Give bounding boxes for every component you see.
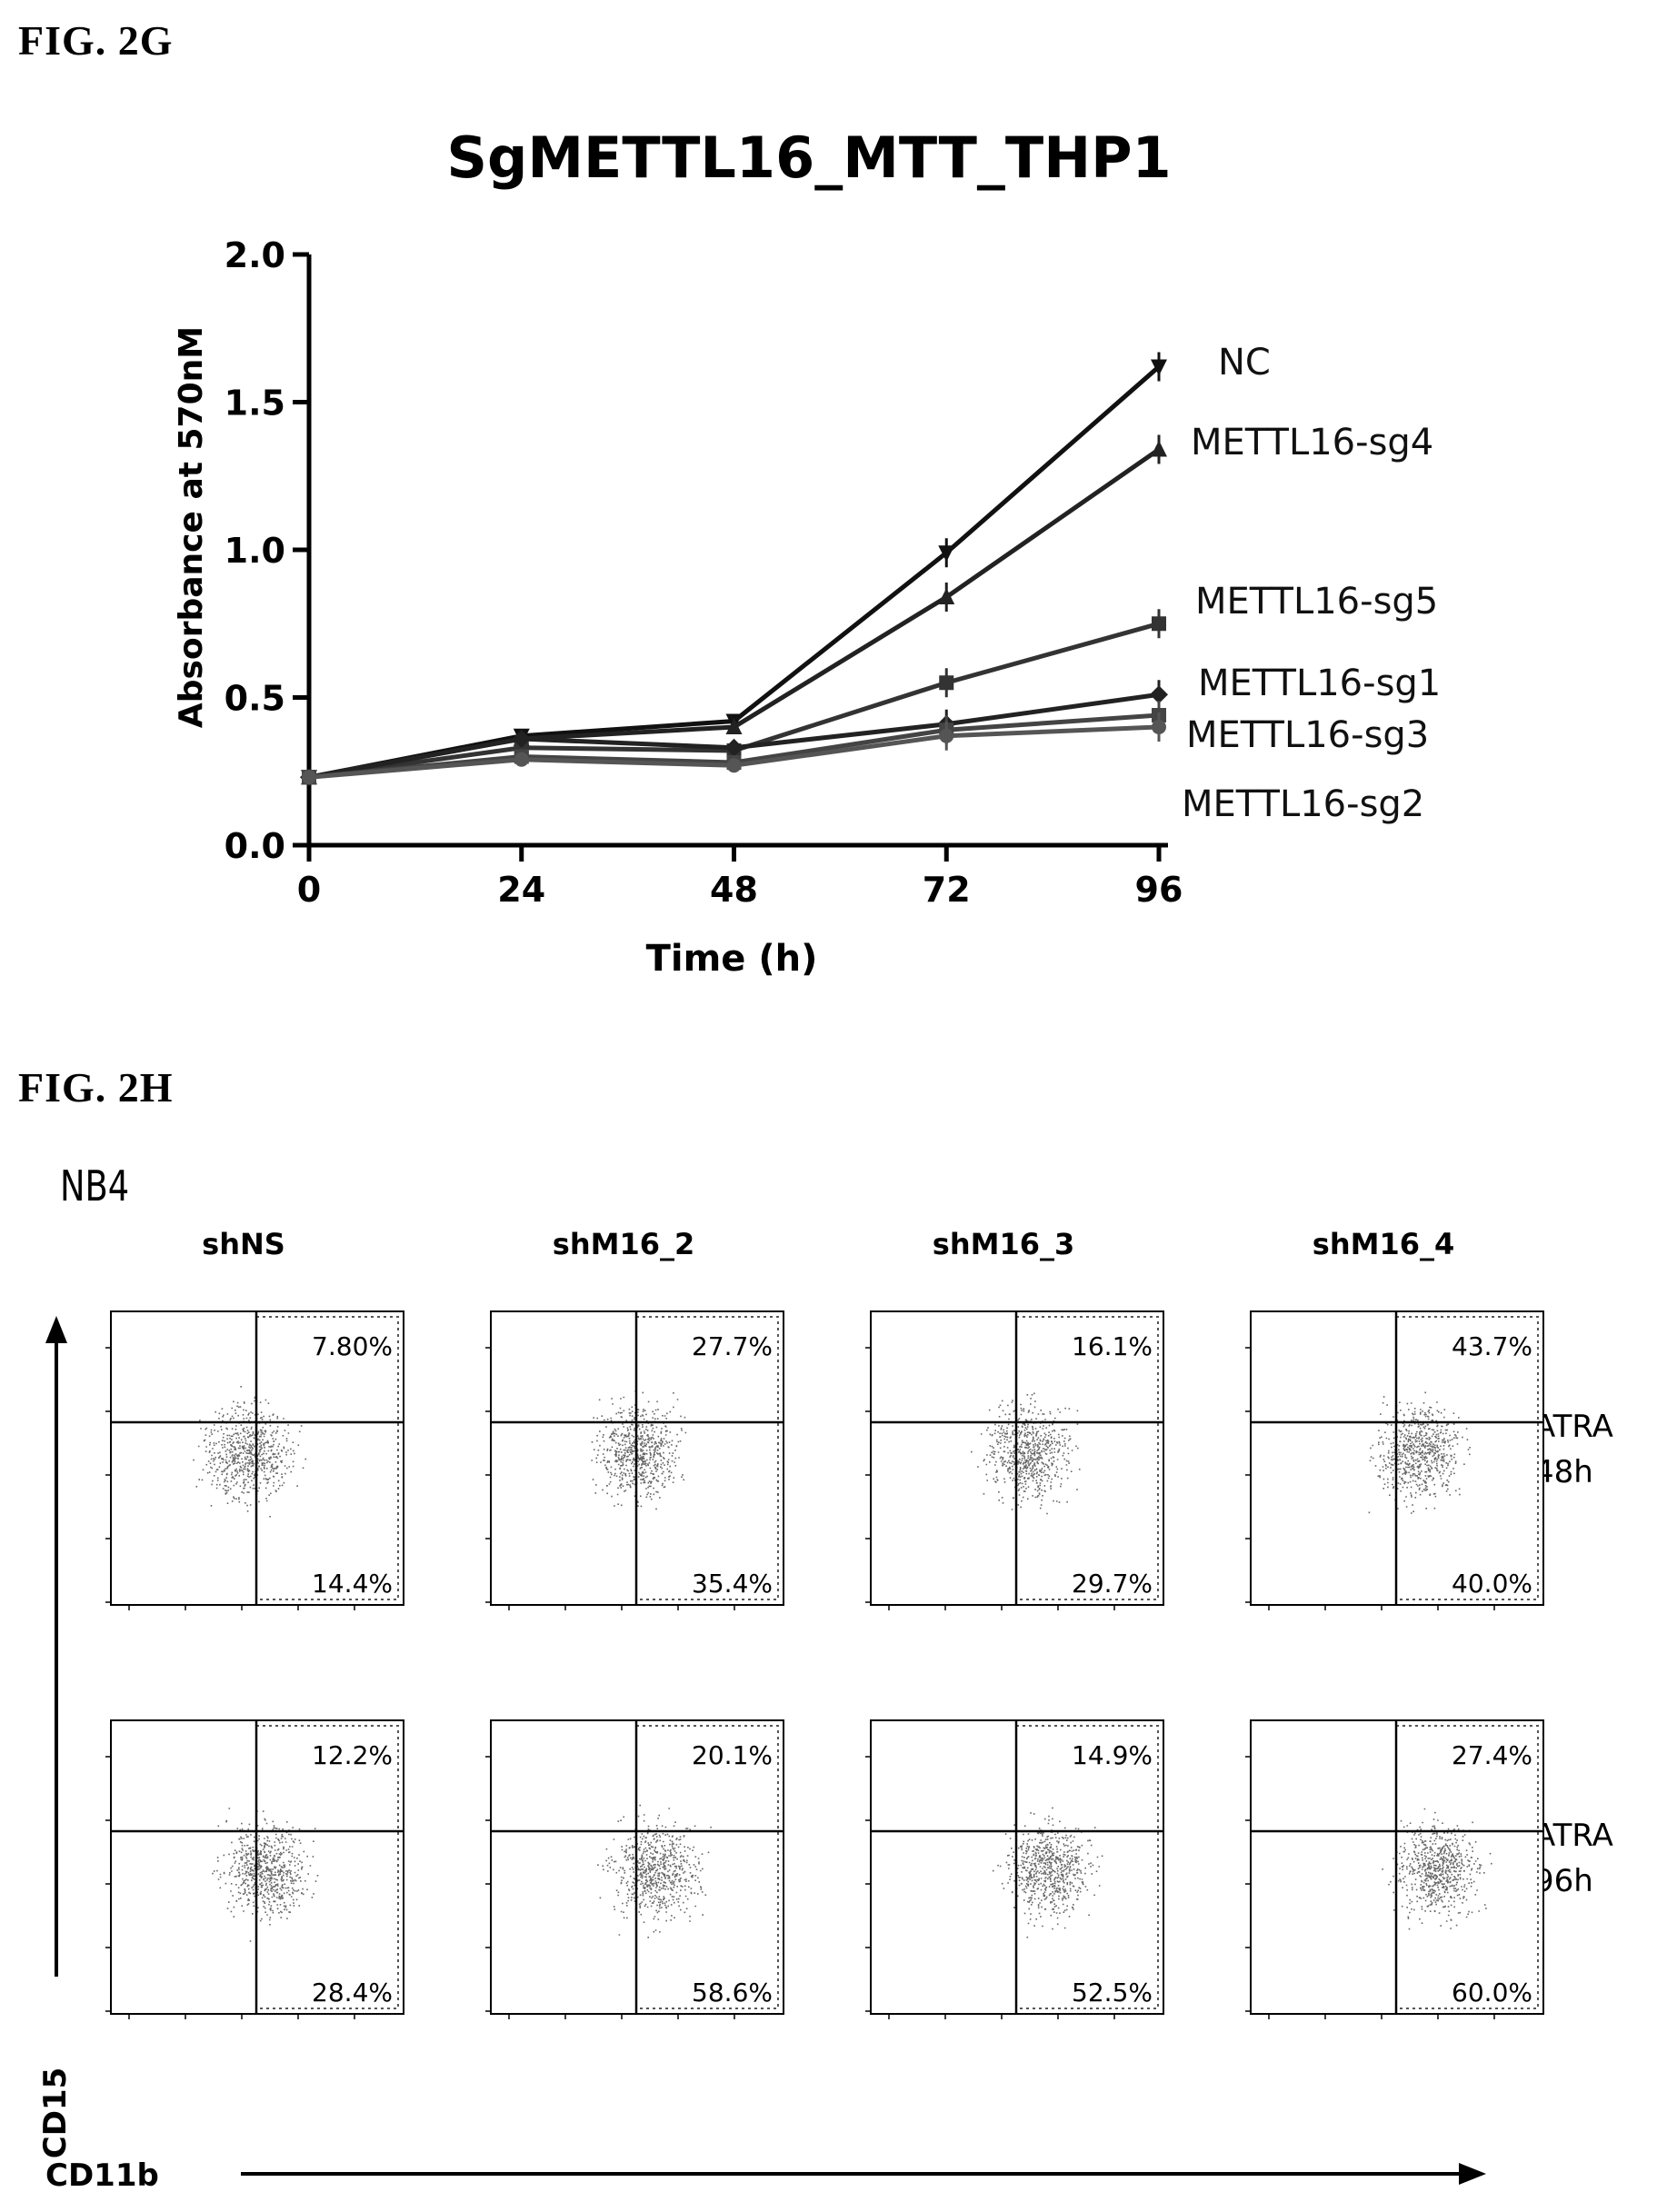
series-point [514, 752, 529, 767]
series-label: METTL16-sg4 [1191, 422, 1433, 463]
quadrant-q2-percent: 14.9% [1072, 1740, 1153, 1770]
series-label: METTL16-sg5 [1195, 581, 1438, 623]
y-tick-label: 1.5 [225, 384, 285, 423]
series-label: METTL16-sg3 [1186, 714, 1429, 756]
chart-axes: 0.0 0.5 1.0 1.5 2.0 0 24 48 72 96 [225, 235, 1183, 910]
series-point [512, 730, 531, 748]
x-tick-label: 24 [497, 870, 545, 910]
series-point [726, 758, 742, 773]
series-point [302, 770, 316, 785]
y-tick-label: 1.0 [225, 531, 285, 571]
quadrant-q3-percent: 40.0% [1452, 1569, 1532, 1599]
figure-h-label: FIG. 2H [18, 1064, 174, 1111]
quadrant-q2-percent: 12.2% [312, 1740, 393, 1770]
quadrant-q3-percent: 35.4% [692, 1569, 773, 1599]
flow-panel: 7.80% 14.4% [105, 1310, 404, 1610]
series-point [724, 738, 744, 757]
x-axis-label: Time (h) [646, 938, 818, 980]
flow-panel: 43.7% 40.0% [1245, 1310, 1544, 1610]
scatter-events [1382, 1808, 1492, 1930]
quadrant-q3-percent: 14.4% [312, 1569, 393, 1599]
quadrant-q3-percent: 52.5% [1072, 1978, 1153, 2008]
row-condition-drug: ATRA [1534, 1818, 1613, 1854]
quadrant-q3-percent: 29.7% [1072, 1569, 1153, 1599]
chart-legend-labels: NC METTL16-sg4 METTL16-sg5 METTL16-sg1 METTL… [1182, 342, 1441, 825]
quadrant-q2-percent: 16.1% [1072, 1331, 1153, 1361]
chart-title: SgMETTL16_MTT_THP1 [446, 125, 1171, 191]
flow-panel: 27.7% 35.4% [485, 1310, 784, 1610]
cd15-arrow-head [45, 1316, 67, 1343]
column-title-shm16-3: shM16_3 [932, 1227, 1075, 1261]
series-label: NC [1218, 342, 1271, 384]
cd11b-axis-label: CD11b [45, 2157, 159, 2194]
cell-line-label: NB4 [60, 1161, 130, 1211]
quadrant-q2-percent: 20.1% [692, 1740, 773, 1770]
quadrant-q3-percent: 28.4% [312, 1978, 393, 2008]
scatter-events [992, 1807, 1103, 1938]
quadrant-q2-percent: 7.80% [312, 1331, 393, 1361]
flow-panels: 7.80% 14.4% 27.7% 35.4% 16.1% 29.7% 43.7% 40.0%… [105, 1310, 1544, 2019]
quadrant-q3-percent: 58.6% [692, 1978, 773, 2008]
y-tick-label: 0.5 [225, 679, 285, 719]
y-tick-label: 2.0 [225, 235, 285, 275]
series-point [725, 718, 743, 734]
scatter-events [193, 1386, 306, 1518]
chart-series [300, 352, 1168, 787]
y-tick-label: 0.0 [225, 826, 285, 866]
scatter-events [1368, 1391, 1471, 1514]
y-axis-label: Absorbance at 570nM [173, 326, 210, 728]
x-tick-label: 72 [923, 870, 971, 910]
x-tick-label: 48 [710, 870, 758, 910]
cd11b-arrow-head [1459, 2163, 1486, 2185]
cd15-axis-label: CD15 [37, 2068, 74, 2159]
x-tick-label: 96 [1135, 870, 1183, 910]
scatter-events [591, 1390, 687, 1510]
quadrant-q2-percent: 27.4% [1452, 1740, 1532, 1770]
flow-panel: 27.4% 60.0% [1245, 1719, 1544, 2019]
column-title-shm16-4: shM16_4 [1312, 1227, 1455, 1261]
scatter-events [212, 1808, 319, 1942]
flow-panel: 12.2% 28.4% [105, 1719, 404, 2019]
quadrant-q2-percent: 27.7% [692, 1331, 773, 1361]
line-chart: SgMETTL16_MTT_THP1 0.0 0.5 1.0 1.5 2.0 0 24 48 7… [173, 125, 1441, 980]
quadrant-q2-percent: 43.7% [1452, 1331, 1532, 1361]
column-title-shns: shNS [202, 1227, 285, 1261]
row-condition-drug: ATRA [1534, 1409, 1613, 1445]
flow-panel: 16.1% 29.7% [865, 1310, 1164, 1610]
flow-panel: 20.1% 58.6% [485, 1719, 784, 2019]
x-tick-label: 0 [297, 870, 321, 910]
column-title-shm16-2: shM16_2 [552, 1227, 695, 1261]
quadrant-q3-percent: 60.0% [1452, 1978, 1532, 2008]
figure-g-label: FIG. 2G [18, 17, 174, 64]
flow-panel: 14.9% 52.5% [865, 1719, 1164, 2019]
series-label: METTL16-sg2 [1182, 783, 1424, 825]
series-label: METTL16-sg1 [1198, 663, 1441, 704]
